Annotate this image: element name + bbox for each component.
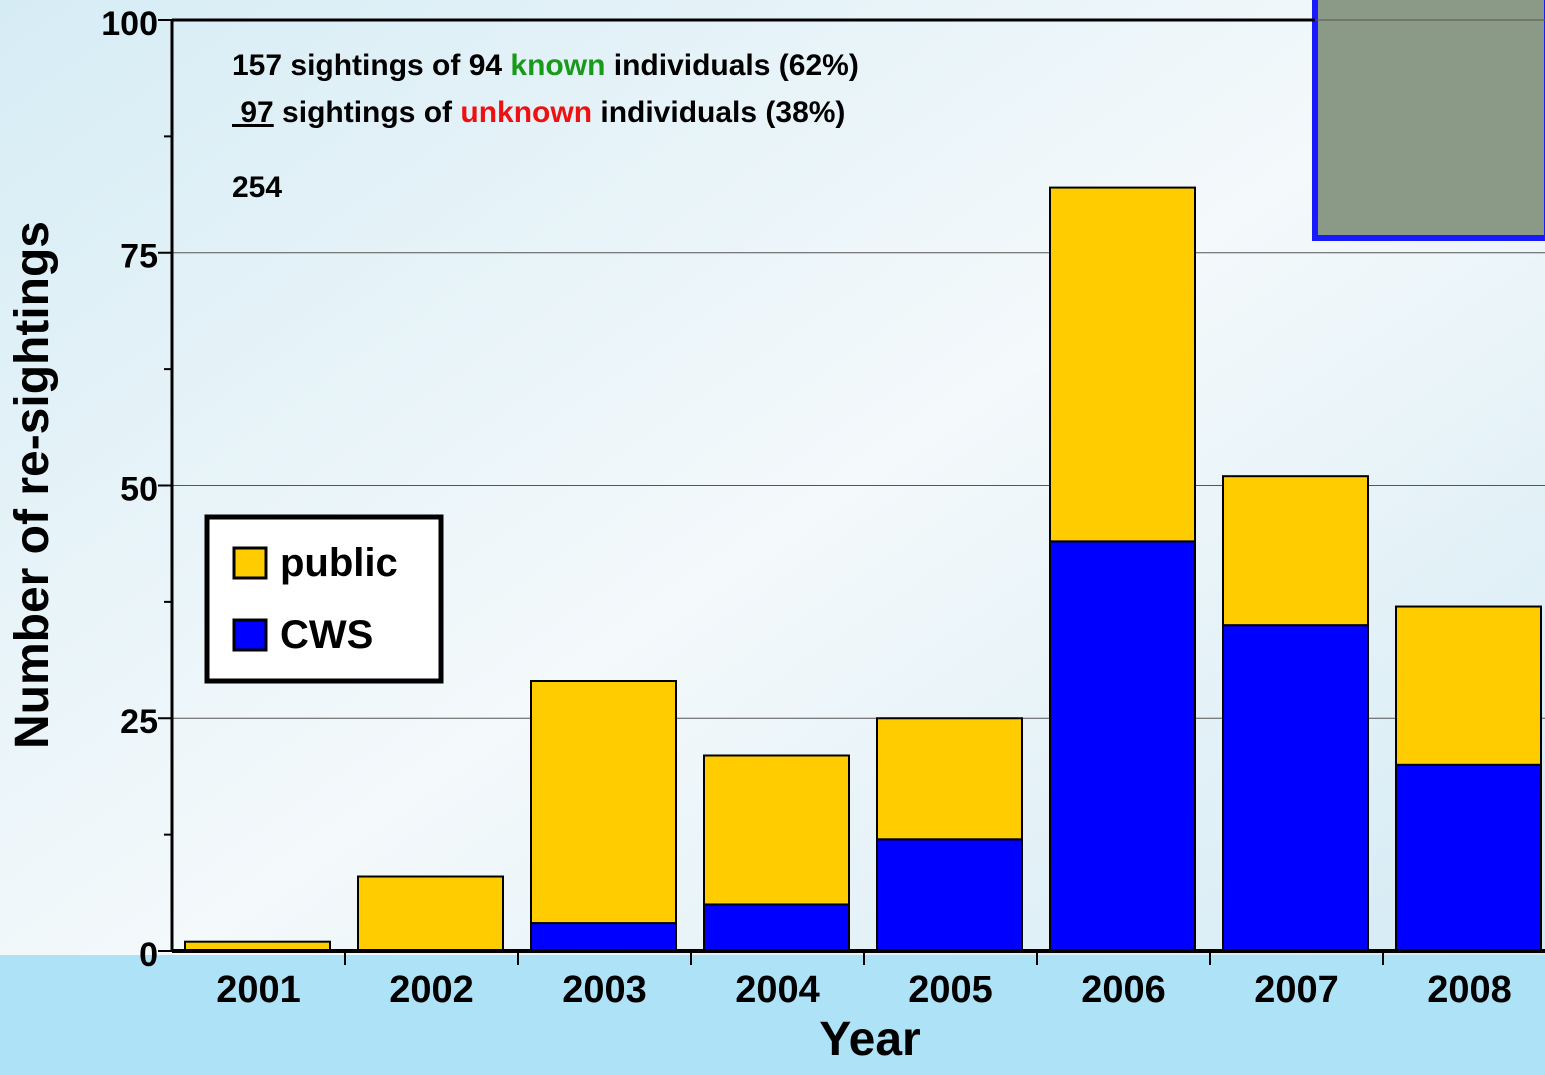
bar-segment xyxy=(1222,624,1369,953)
bar-segment xyxy=(1395,605,1542,766)
x-tick-label: 2005 xyxy=(908,969,993,1011)
y-tick-label: 50 xyxy=(120,470,158,508)
annotation-segment: known xyxy=(510,49,605,82)
y-tick-label: 0 xyxy=(139,936,158,974)
legend-swatch xyxy=(232,618,268,652)
annotation: 157 sightings of 94 known individuals (6… xyxy=(232,49,859,82)
annotation-segment: individuals (38%) xyxy=(592,96,845,129)
annotation-segment: unknown xyxy=(460,96,592,129)
annotation-segment: individuals (62%) xyxy=(605,49,858,82)
legend-swatch xyxy=(232,546,268,580)
annotation-segment: 254 xyxy=(232,171,282,204)
x-axis-label: Year xyxy=(819,1013,920,1066)
bar-segment xyxy=(1049,540,1196,952)
bar-segment xyxy=(1049,186,1196,543)
annotation-segment: sightings of xyxy=(274,96,461,129)
bar-segment xyxy=(876,838,1023,953)
bar-segment xyxy=(530,680,677,925)
background-band xyxy=(0,955,1545,1075)
annotation: 97 sightings of unknown individuals (38%… xyxy=(232,96,845,129)
x-tick-label: 2001 xyxy=(216,969,301,1011)
legend-label: public xyxy=(280,541,398,585)
x-tick-label: 2006 xyxy=(1081,969,1166,1011)
y-axis-label: Number of re-sightings xyxy=(6,221,59,749)
annotation: 254 xyxy=(232,171,282,204)
x-tick-label: 2008 xyxy=(1427,969,1512,1011)
bar-segment xyxy=(703,903,850,953)
bar-segment xyxy=(530,922,677,953)
bar-segment xyxy=(357,875,504,953)
legend-box xyxy=(204,514,444,684)
x-tick-label: 2004 xyxy=(735,969,820,1011)
bar-segment xyxy=(703,754,850,906)
annotation-segment: 157 sightings of 94 xyxy=(232,49,510,82)
y-tick-label: 100 xyxy=(101,5,158,43)
bar-segment xyxy=(1395,763,1542,952)
legend-label: CWS xyxy=(280,613,373,657)
bar-segment xyxy=(1222,475,1369,627)
annotation-segment: 97 xyxy=(232,96,274,129)
x-tick-label: 2003 xyxy=(562,969,647,1011)
y-tick-label: 75 xyxy=(120,238,158,276)
photo xyxy=(1312,0,1545,241)
x-tick-label: 2002 xyxy=(389,969,474,1011)
y-tick-label: 25 xyxy=(120,703,158,741)
x-tick-label: 2007 xyxy=(1254,969,1339,1011)
bar-segment xyxy=(876,717,1023,841)
